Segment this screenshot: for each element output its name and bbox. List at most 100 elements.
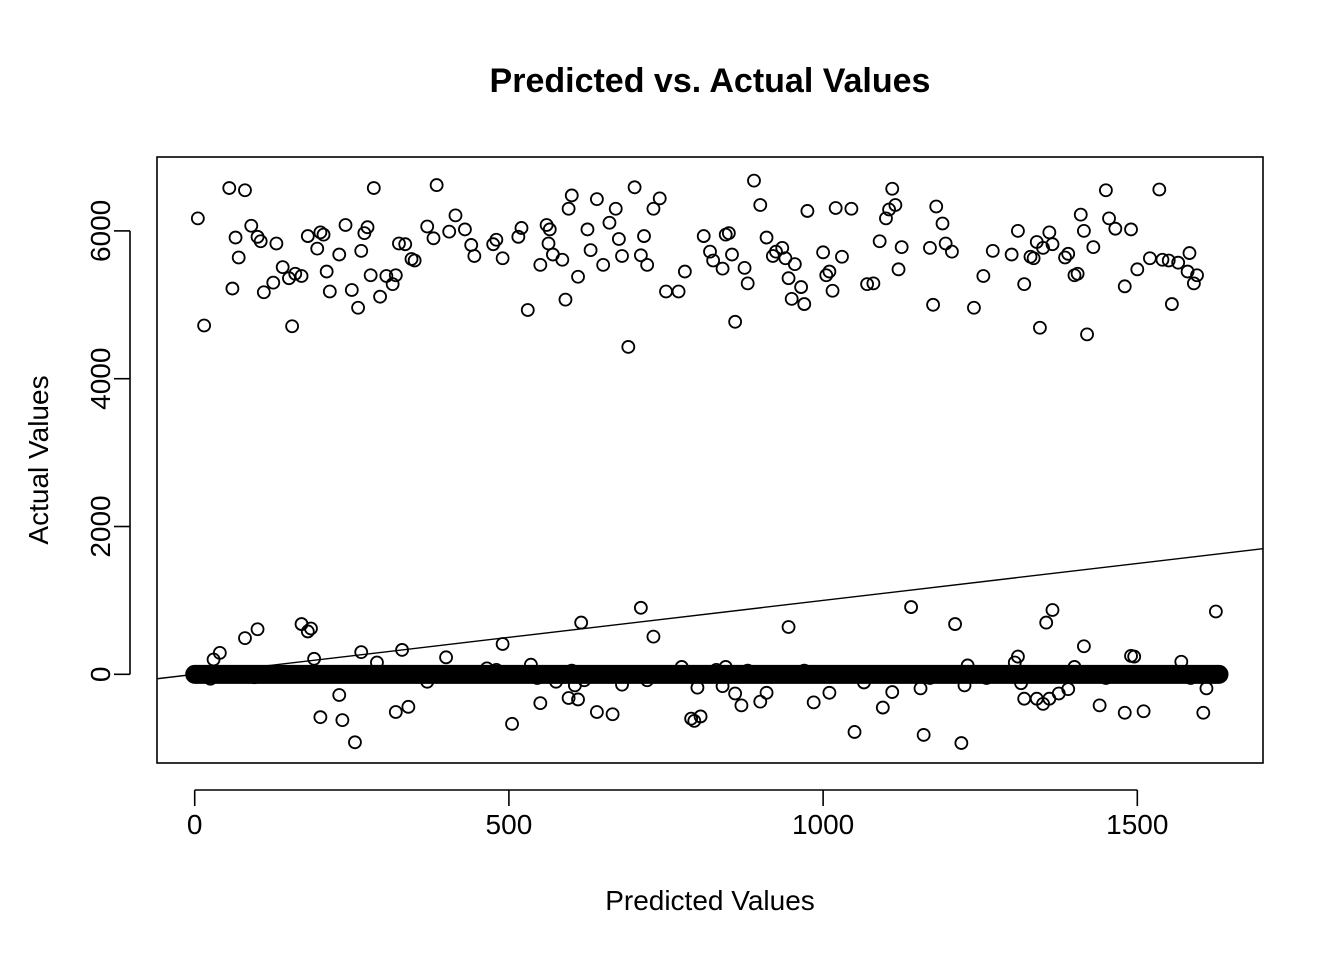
data-point xyxy=(822,264,837,279)
data-point xyxy=(564,188,579,203)
data-point xyxy=(1164,297,1179,311)
data-point xyxy=(1152,182,1167,197)
data-point xyxy=(354,243,369,258)
data-point xyxy=(395,643,409,657)
data-point xyxy=(844,201,859,216)
data-point xyxy=(646,201,661,216)
data-point xyxy=(1155,252,1170,267)
data-point xyxy=(212,645,227,660)
data-point xyxy=(1127,649,1142,664)
data-point xyxy=(300,229,315,243)
data-point xyxy=(458,222,472,237)
data-point xyxy=(1004,247,1019,262)
data-point xyxy=(439,650,453,665)
data-point xyxy=(1026,251,1041,266)
data-point xyxy=(338,218,353,232)
data-point xyxy=(480,661,494,676)
data-point xyxy=(1136,704,1151,719)
data-point xyxy=(426,231,441,246)
data-point xyxy=(1174,654,1189,669)
data-point xyxy=(885,181,900,196)
x-axis-label: Predicted Values xyxy=(605,885,815,916)
data-point xyxy=(1086,240,1101,255)
data-point xyxy=(542,222,557,237)
data-point xyxy=(659,284,673,299)
data-point xyxy=(564,663,579,678)
data-point xyxy=(938,236,953,251)
data-point xyxy=(392,236,406,251)
data-point xyxy=(524,657,538,672)
data-point xyxy=(1011,649,1025,664)
data-point xyxy=(1092,698,1107,713)
data-point xyxy=(671,284,686,299)
data-point xyxy=(684,711,699,726)
data-point xyxy=(690,680,705,695)
x-tick-label: 1500 xyxy=(1106,809,1168,840)
data-point xyxy=(753,198,768,212)
data-point xyxy=(222,181,237,195)
data-point xyxy=(923,671,937,685)
data-point xyxy=(420,219,435,234)
data-point xyxy=(1199,681,1214,696)
data-point xyxy=(464,238,479,252)
data-point xyxy=(1014,676,1028,691)
data-point xyxy=(904,600,918,614)
data-point xyxy=(718,660,733,674)
y-tick-label: 6000 xyxy=(85,200,116,262)
data-point xyxy=(1124,222,1138,237)
data-point xyxy=(1042,225,1057,240)
data-point xyxy=(728,686,743,701)
data-point xyxy=(313,710,328,725)
data-point xyxy=(253,234,268,249)
data-point xyxy=(313,225,328,240)
data-point xyxy=(304,621,318,636)
data-point xyxy=(1190,268,1204,283)
data-point xyxy=(580,222,595,237)
data-point xyxy=(269,236,284,251)
data-point xyxy=(857,675,871,690)
data-point xyxy=(1102,211,1116,226)
data-point xyxy=(1070,266,1085,281)
data-point xyxy=(816,245,831,260)
data-point xyxy=(885,685,900,699)
data-point xyxy=(888,198,903,212)
data-point xyxy=(715,261,730,276)
data-point xyxy=(388,705,403,719)
data-point xyxy=(1077,639,1091,654)
data-point xyxy=(589,192,604,207)
data-point xyxy=(571,692,585,707)
data-point xyxy=(916,728,931,742)
data-point xyxy=(231,250,246,265)
data-point xyxy=(828,201,843,215)
data-point xyxy=(266,275,281,290)
data-point xyxy=(759,685,774,700)
axes-group: 0 500 1000 1500 0 2000 4000 6000 xyxy=(85,200,1168,840)
data-point xyxy=(351,300,365,315)
data-point xyxy=(725,247,739,262)
data-point xyxy=(190,211,205,226)
data-point xyxy=(894,240,909,255)
data-point xyxy=(348,735,362,750)
data-point xyxy=(1117,705,1132,720)
data-point xyxy=(621,340,636,354)
data-point xyxy=(967,300,981,315)
data-point xyxy=(530,671,545,685)
data-point xyxy=(1117,279,1132,294)
data-point xyxy=(715,679,730,694)
data-point xyxy=(781,271,796,286)
data-point xyxy=(310,241,325,256)
plot-frame xyxy=(156,156,1264,764)
data-point xyxy=(1058,250,1072,265)
data-point xyxy=(706,253,721,268)
data-point xyxy=(709,662,724,677)
data-point xyxy=(300,624,315,639)
data-point xyxy=(728,314,743,329)
data-point xyxy=(1077,224,1091,238)
data-point xyxy=(806,695,821,710)
data-point xyxy=(860,277,875,292)
data-point xyxy=(238,631,252,646)
data-point xyxy=(640,257,655,272)
data-point xyxy=(1108,221,1123,236)
data-point xyxy=(633,600,648,615)
data-point xyxy=(835,249,849,264)
